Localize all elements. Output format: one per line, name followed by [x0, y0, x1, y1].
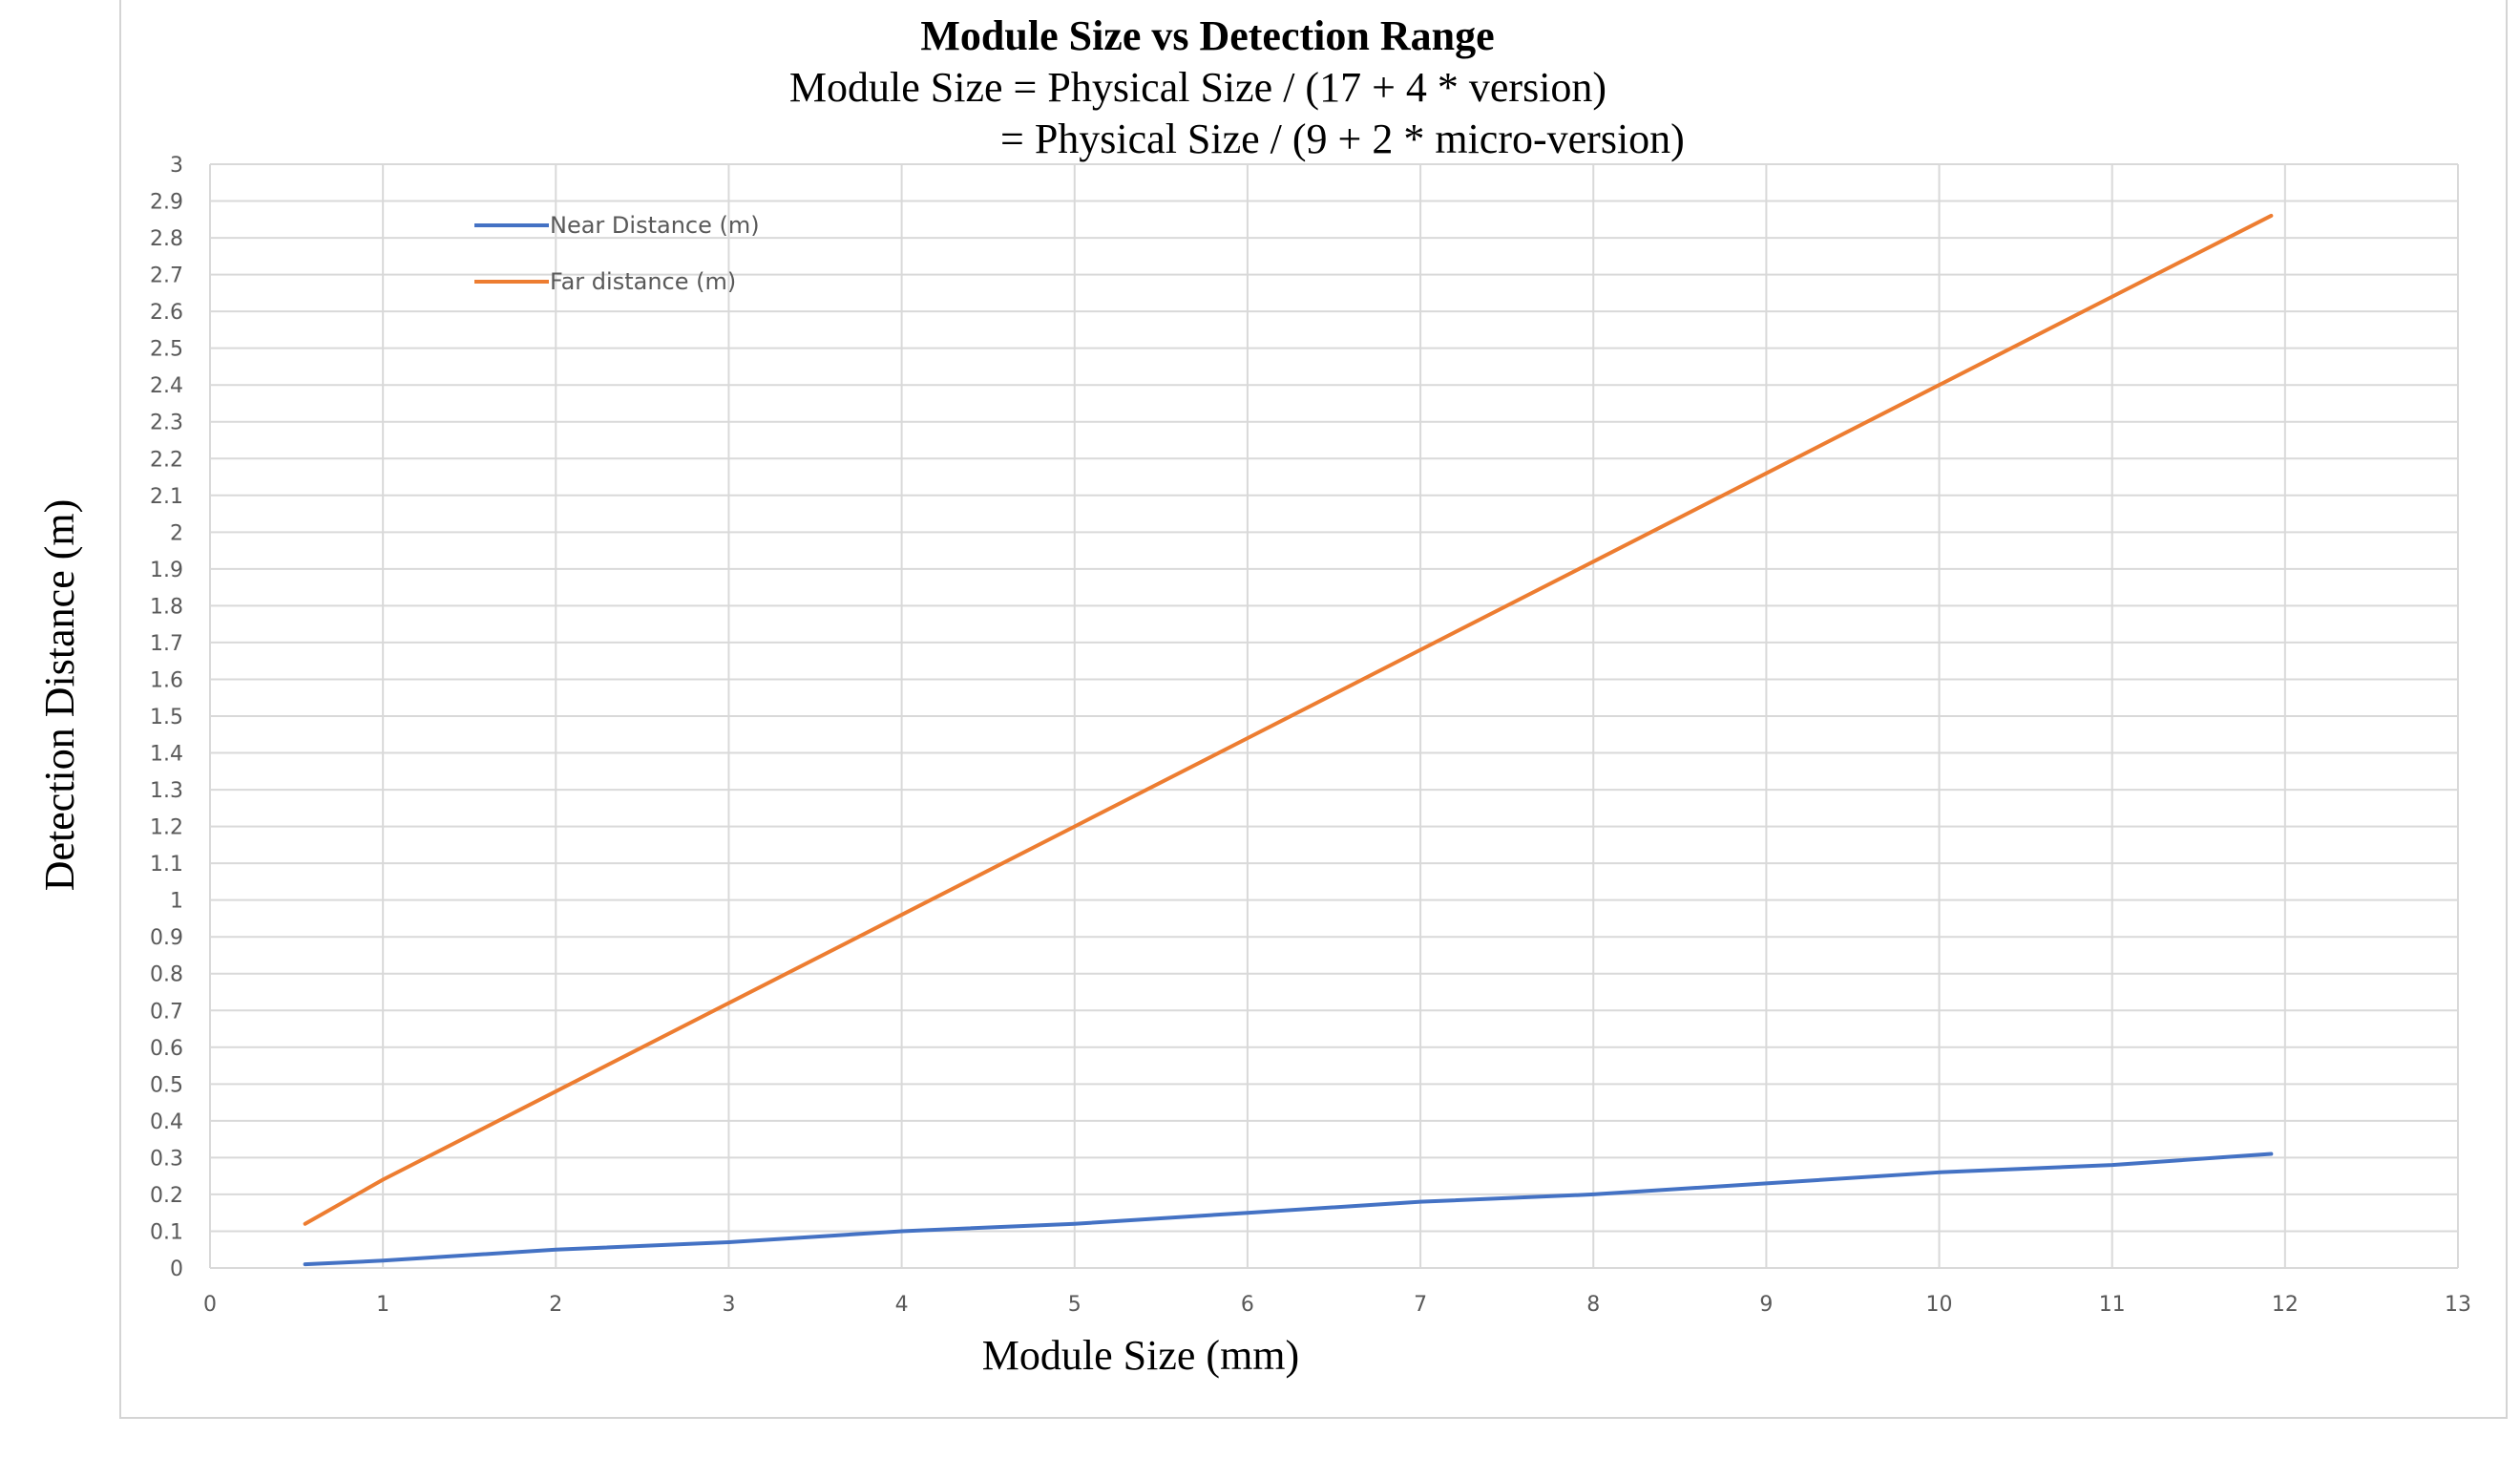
x-tick-label: 11 — [2099, 1293, 2126, 1317]
y-tick-label: 1.5 — [150, 706, 183, 729]
chart-title-group: Module Size vs Detection Range Module Si… — [789, 12, 1685, 162]
y-tick-label: 1.3 — [150, 779, 183, 803]
y-tick-label: 2 — [170, 521, 183, 545]
x-tick-label: 1 — [376, 1293, 389, 1317]
x-tick-label: 9 — [1759, 1293, 1773, 1317]
y-tick-label: 2.7 — [150, 264, 183, 288]
y-tick-label: 1.7 — [150, 632, 183, 656]
series-line-1 — [303, 213, 2274, 1226]
y-axis-ticks: 0 0.1 0.2 0.3 0.4 0.5 0.6 0.7 0.8 0.9 1 1.1 1.2 1.3 1.… — [150, 154, 183, 1281]
y-tick-label: 2.8 — [150, 227, 183, 251]
x-axis-label: Module Size (mm) — [982, 1332, 1299, 1379]
x-tick-label: 0 — [203, 1293, 217, 1317]
y-tick-label: 2.6 — [150, 301, 183, 325]
y-tick-label: 2.1 — [150, 485, 183, 509]
x-tick-label: 3 — [722, 1293, 735, 1317]
x-axis-ticks: 0 1 2 3 4 5 6 7 8 9 10 11 12 13 — [203, 1293, 2471, 1317]
y-tick-label: 1 — [170, 890, 183, 914]
legend: Near Distance (m) Far distance (m) — [474, 212, 760, 295]
y-tick-label: 0.7 — [150, 1000, 183, 1024]
x-tick-label: 5 — [1068, 1293, 1082, 1317]
y-tick-label: 2.5 — [150, 338, 183, 362]
x-tick-label: 7 — [1414, 1293, 1427, 1317]
y-tick-label: 0.1 — [150, 1220, 183, 1244]
y-tick-label: 0.3 — [150, 1147, 183, 1171]
chart-subtitle-line-2: = Physical Size / (9 + 2 * micro-version… — [1000, 116, 1685, 162]
y-tick-label: 1.4 — [150, 743, 183, 767]
y-tick-label: 0.8 — [150, 963, 183, 987]
x-tick-label: 10 — [1926, 1293, 1953, 1317]
series-lines — [303, 213, 2274, 1267]
legend-label-1: Far distance (m) — [550, 268, 736, 295]
series-line-0 — [303, 1152, 2274, 1267]
y-tick-label: 1.1 — [150, 853, 183, 877]
chart-subtitle-line-1: Module Size = Physical Size / (17 + 4 * … — [789, 64, 1606, 111]
grid — [209, 163, 2459, 1269]
x-tick-label: 8 — [1586, 1293, 1600, 1317]
y-tick-label: 1.6 — [150, 668, 183, 692]
y-tick-label: 1.9 — [150, 559, 183, 582]
x-tick-label: 12 — [2272, 1293, 2299, 1317]
y-tick-label: 3 — [170, 154, 183, 178]
x-tick-label: 6 — [1241, 1293, 1254, 1317]
y-tick-label: 1.8 — [150, 595, 183, 619]
y-tick-label: 2.4 — [150, 374, 183, 398]
x-tick-label: 4 — [895, 1293, 909, 1317]
y-tick-label: 0.5 — [150, 1073, 183, 1097]
chart-frame — [119, 0, 2508, 1419]
y-tick-label: 0 — [170, 1257, 183, 1281]
y-tick-label: 0.6 — [150, 1037, 183, 1061]
y-tick-label: 0.4 — [150, 1110, 183, 1134]
legend-label-0: Near Distance (m) — [550, 212, 760, 239]
y-tick-label: 0.9 — [150, 926, 183, 950]
y-axis-label: Detection Distance (m) — [36, 499, 83, 892]
x-tick-label: 13 — [2445, 1293, 2471, 1317]
chart-title: Module Size vs Detection Range — [920, 12, 1494, 59]
y-tick-label: 2.9 — [150, 191, 183, 215]
x-tick-label: 2 — [549, 1293, 562, 1317]
y-tick-label: 2.2 — [150, 448, 183, 472]
y-tick-label: 0.2 — [150, 1184, 183, 1208]
y-tick-label: 2.3 — [150, 412, 183, 435]
y-tick-label: 1.2 — [150, 816, 183, 840]
